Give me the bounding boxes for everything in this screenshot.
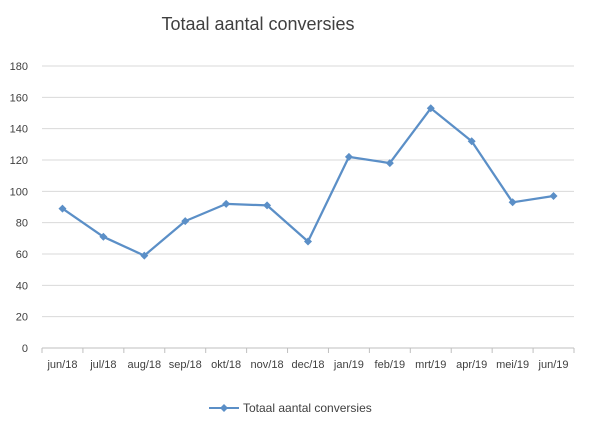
x-tick-label: mrt/19 [415, 359, 446, 371]
x-tick-label: jul/18 [89, 359, 116, 371]
series-line [61, 107, 554, 257]
x-tick-label: jan/19 [333, 359, 364, 371]
legend: Totaal aantal conversies [209, 401, 372, 415]
x-tick-label: mei/19 [496, 359, 529, 371]
legend-marker [220, 404, 228, 412]
data-point [426, 104, 435, 113]
x-tick-label: jun/18 [46, 359, 77, 371]
data-point [140, 251, 149, 260]
y-axis-ticks: 0 20 40 60 80 100 120 140 160 180 [10, 61, 28, 355]
y-tick-label: 120 [10, 155, 28, 167]
x-tick-label: jun/19 [538, 359, 569, 371]
data-point [467, 137, 476, 146]
y-tick-label: 100 [10, 186, 28, 198]
legend-label: Totaal aantal conversies [243, 401, 372, 415]
data-point [385, 159, 394, 168]
x-tick-label: feb/19 [375, 359, 406, 371]
y-tick-label: 180 [10, 61, 28, 73]
gridlines [42, 65, 574, 349]
y-tick-label: 140 [10, 124, 28, 136]
x-tick-label: dec/18 [291, 359, 324, 371]
data-point [549, 192, 558, 201]
data-point [344, 152, 353, 161]
data-point [99, 232, 108, 241]
y-tick-label: 20 [16, 312, 28, 324]
data-point [181, 217, 190, 226]
y-tick-label: 40 [16, 280, 28, 292]
data-point [58, 204, 67, 213]
x-tick-label: nov/18 [251, 359, 284, 371]
chart-title: Totaal aantal conversies [161, 14, 354, 34]
series-layer [58, 104, 558, 260]
y-tick-label: 80 [16, 218, 28, 230]
data-point [304, 237, 312, 246]
data-point [263, 201, 272, 210]
data-point [508, 198, 517, 207]
y-tick-label: 0 [22, 343, 28, 355]
x-tick-label: aug/18 [127, 359, 161, 371]
y-tick-label: 60 [16, 249, 28, 261]
y-tick-label: 160 [10, 92, 28, 104]
x-tick-label: okt/18 [211, 359, 241, 371]
data-point [222, 199, 231, 208]
x-tick-label: apr/19 [456, 359, 487, 371]
x-axis-ticks: jun/18 jul/18 aug/18 sep/18 okt/18 nov/18 dec/… [41, 348, 575, 371]
x-tick-label: sep/18 [169, 359, 202, 371]
